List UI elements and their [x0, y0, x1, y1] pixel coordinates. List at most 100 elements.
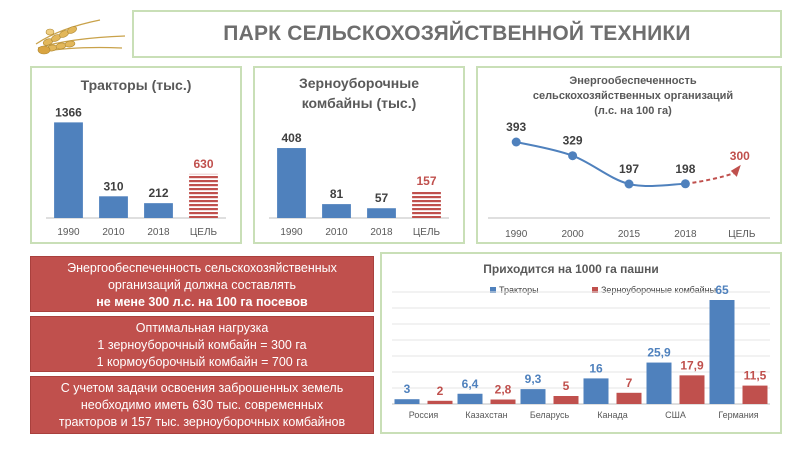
- data-point: [568, 151, 578, 161]
- chart-title: Тракторы (тыс.): [81, 77, 192, 93]
- x-tick-label: 1990: [505, 229, 528, 240]
- combines-chart: Зерноуборочные комбайны (тыс.) 408 1990 81 20…: [269, 75, 449, 238]
- series-line: [515, 141, 686, 187]
- info-box-1-line-1: Энергообеспеченность сельскохозяйственны…: [67, 261, 337, 275]
- x-tick-label: 1990: [280, 227, 303, 238]
- point-value-label: 198: [675, 162, 695, 176]
- power-supply-chart: Энергообеспеченность сельскохозяйственных…: [488, 75, 770, 240]
- bar: [144, 203, 173, 218]
- chart-title: комбайны (тыс.): [302, 95, 417, 111]
- info-box-1-line-3: не мене 300 л.с. на 100 га посевов: [96, 295, 308, 309]
- bar-value-label: 630: [193, 157, 213, 171]
- tractors-bar: [646, 362, 672, 404]
- legend-swatch: [592, 287, 598, 293]
- combines-bar: [553, 396, 579, 404]
- bar-value-label: 16: [589, 361, 603, 375]
- info-box-3-line-3: тракторов и 157 тыс. зерноуборочных комб…: [58, 415, 346, 429]
- bar: [54, 122, 83, 218]
- point-value-label: 300: [730, 149, 750, 163]
- target-bar: [412, 191, 441, 218]
- combines-chart-panel: Зерноуборочные комбайны (тыс.) 408 1990 81 20…: [253, 66, 465, 244]
- bar-value-label: 3: [404, 382, 411, 396]
- combines-bar: [427, 400, 453, 404]
- x-tick-label: 2018: [147, 227, 170, 238]
- legend-label: Зерноуборочные комбайны: [601, 285, 716, 295]
- per-1000-ha-chart: Приходится на 1000 га пашни Тракторы Зерно…: [392, 262, 770, 420]
- bar-value-label: 310: [103, 179, 123, 193]
- bar-value-label: 2,8: [495, 383, 512, 397]
- x-tick-label: США: [665, 410, 686, 420]
- legend-swatch: [490, 287, 496, 293]
- x-tick-label: 1990: [57, 227, 80, 238]
- tractors-bar: [583, 378, 609, 404]
- info-box-2-line-1: Оптимальная нагрузка: [135, 321, 269, 335]
- x-tick-label: 2010: [102, 227, 125, 238]
- bar-value-label: 157: [416, 174, 436, 188]
- x-tick-label: 2018: [674, 229, 697, 240]
- bar-value-label: 7: [626, 376, 633, 390]
- bar-value-label: 408: [281, 131, 301, 145]
- x-tick-label: 2018: [370, 227, 393, 238]
- tractors-chart-panel: Тракторы (тыс.) 1366 1990 310 2010 212 2018 630…: [30, 66, 242, 244]
- info-box-abandoned-lands: С учетом задачи освоения заброшенных зем…: [30, 376, 374, 434]
- bar-value-label: 212: [148, 186, 168, 200]
- power-supply-chart-panel: Энергообеспеченность сельскохозяйственных…: [476, 66, 782, 244]
- info-box-2-line-3: 1 кормоуборочный комбайн = 700 га: [96, 355, 308, 369]
- per-1000-ha-chart-panel: Приходится на 1000 га пашни Тракторы Зерно…: [380, 252, 782, 434]
- data-point: [511, 137, 521, 147]
- chart-title: (л.с. на 100 га): [594, 105, 672, 117]
- combines-bar: [679, 375, 705, 404]
- bar: [367, 208, 396, 218]
- bar-value-label: 5: [563, 379, 570, 393]
- info-box-power-requirement: Энергообеспеченность сельскохозяйственны…: [30, 256, 374, 312]
- tractors-chart: Тракторы (тыс.) 1366 1990 310 2010 212 2018 630…: [46, 77, 226, 238]
- legend-label: Тракторы: [499, 285, 539, 295]
- info-box-2-line-2: 1 зерноуборочный комбайн = 300 га: [97, 338, 307, 352]
- x-tick-label: ЦЕЛЬ: [728, 229, 756, 240]
- tractors-bar: [520, 389, 546, 404]
- x-tick-label: 2010: [325, 227, 348, 238]
- bar-value-label: 65: [715, 283, 729, 297]
- chart-title: Зерноуборочные: [299, 75, 419, 91]
- bar: [277, 148, 306, 218]
- bar-value-label: 25,9: [647, 346, 671, 360]
- page-title-box: ПАРК СЕЛЬСКОХОЗЯЙСТВЕННОЙ ТЕХНИКИ: [132, 10, 782, 58]
- point-value-label: 329: [563, 134, 583, 148]
- tractors-bar: [394, 399, 420, 404]
- bar: [322, 204, 351, 218]
- tractors-bar: [709, 300, 735, 404]
- x-tick-label: ЦЕЛЬ: [190, 227, 218, 238]
- target-arrow-head: [730, 164, 741, 177]
- combines-bar: [490, 399, 516, 404]
- info-box-3-line-1: С учетом задачи освоения заброшенных зем…: [60, 381, 344, 395]
- info-box-3-line-2: необходимо иметь 630 тыс. современных: [80, 398, 324, 412]
- target-bar: [189, 173, 218, 218]
- page-title: ПАРК СЕЛЬСКОХОЗЯЙСТВЕННОЙ ТЕХНИКИ: [223, 22, 691, 45]
- wheat-logo-icon: [35, 19, 126, 55]
- combines-bar: [742, 385, 768, 404]
- bar-value-label: 57: [375, 191, 389, 205]
- bar-value-label: 1366: [55, 105, 82, 119]
- x-tick-label: ЦЕЛЬ: [413, 227, 441, 238]
- bar-value-label: 2: [437, 384, 444, 398]
- point-value-label: 197: [619, 162, 639, 176]
- info-box-1-line-2: организаций должна составлять: [107, 278, 297, 292]
- tractors-bar: [457, 393, 483, 404]
- combines-bar: [616, 392, 642, 404]
- x-tick-label: 2015: [618, 229, 641, 240]
- x-tick-label: Германия: [718, 410, 758, 420]
- info-box-optimal-load: Оптимальная нагрузка 1 зерноуборочный ко…: [30, 316, 374, 372]
- point-value-label: 393: [506, 120, 526, 134]
- x-tick-label: Казахстан: [465, 410, 507, 420]
- x-tick-label: Канада: [597, 410, 627, 420]
- bar-value-label: 11,5: [744, 369, 767, 383]
- bar-value-label: 17,9: [680, 358, 704, 372]
- x-tick-label: 2000: [561, 229, 584, 240]
- chart-title: Приходится на 1000 га пашни: [483, 262, 658, 276]
- bar: [99, 196, 128, 218]
- data-point: [624, 179, 634, 189]
- chart-title: Энергообеспеченность: [569, 75, 696, 87]
- chart-title: сельскохозяйственных организаций: [533, 90, 733, 102]
- bar-value-label: 6,4: [462, 377, 479, 391]
- bar-value-label: 81: [330, 187, 344, 201]
